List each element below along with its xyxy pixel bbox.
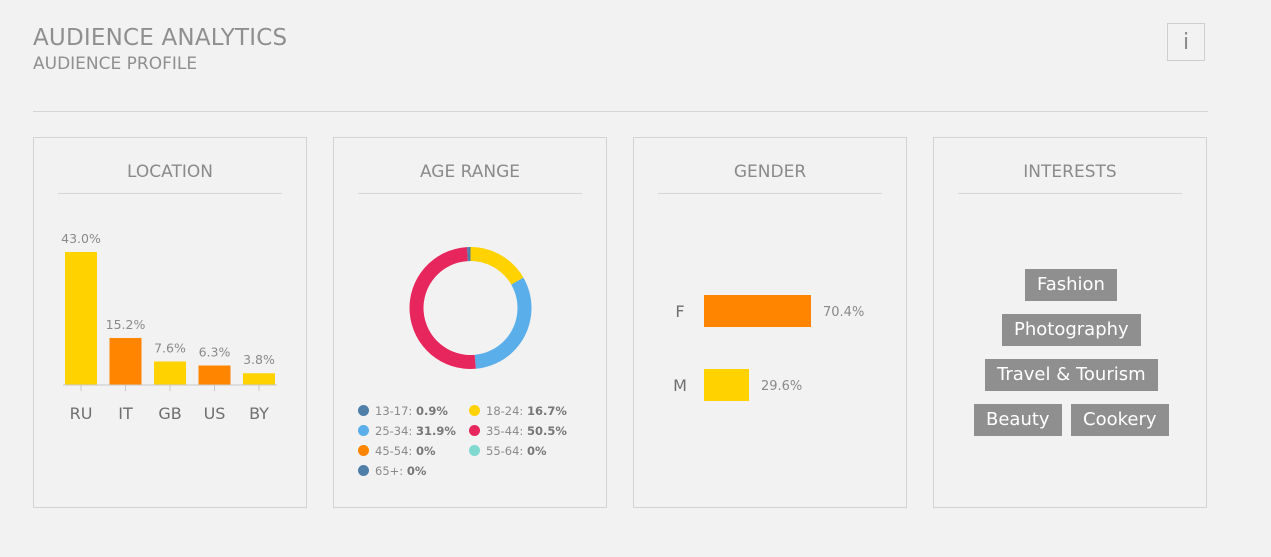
age-legend-label: 65+ — [375, 464, 400, 478]
age-legend-value: 16.7% — [526, 404, 567, 418]
location-value-label: 6.3% — [199, 345, 231, 360]
location-bar-it — [109, 337, 142, 385]
age-legend-label: 35-44 — [486, 424, 520, 438]
page-title: AUDIENCE ANALYTICS — [33, 25, 288, 51]
age-legend-label: 55-64 — [486, 444, 520, 458]
location-category-label: US — [204, 404, 226, 423]
location-panel-title: LOCATION — [58, 162, 282, 194]
interests-panel-title: INTERESTS — [958, 162, 1182, 194]
age-legend-value: 0% — [415, 444, 436, 458]
age-legend-item: 35-44: 50.5% — [469, 424, 567, 438]
age-legend-item: 65+: 0% — [358, 464, 426, 478]
age-legend-separator: : — [408, 424, 416, 438]
age-slice-13-17 — [467, 247, 471, 262]
interest-tag[interactable]: Beauty — [974, 404, 1062, 436]
age-legend-separator: : — [408, 404, 416, 418]
location-value-label: 3.8% — [243, 352, 275, 367]
legend-dot-icon — [358, 425, 369, 436]
age-legend-value: 0% — [406, 464, 427, 478]
location-category-label: GB — [158, 404, 181, 423]
gender-bar-m — [704, 369, 749, 401]
age-legend-separator: : — [519, 424, 527, 438]
gender-category-label: F — [675, 302, 684, 321]
location-value-label: 43.0% — [61, 231, 101, 246]
info-button[interactable]: i — [1167, 23, 1205, 61]
legend-dot-icon — [358, 445, 369, 456]
interest-tag[interactable]: Cookery — [1071, 404, 1169, 436]
gender-panel-title: GENDER — [658, 162, 882, 194]
age-legend-item: 55-64: 0% — [469, 444, 546, 458]
age-legend-separator: : — [408, 444, 416, 458]
age-range-panel-title: AGE RANGE — [358, 162, 582, 194]
legend-dot-icon — [469, 405, 480, 416]
age-legend-separator: : — [519, 444, 527, 458]
age-legend-value: 0% — [526, 444, 547, 458]
interest-tag[interactable]: Fashion — [1025, 269, 1117, 301]
location-bar-ru — [65, 252, 97, 385]
location-panel: LOCATION 43.0% RU 15.2% IT 7.6% GB 6.3% US 3.8% B… — [33, 137, 307, 508]
age-legend-value: 0.9% — [415, 404, 448, 418]
interests-panel: INTERESTS Fashion Photography Travel & Tou… — [933, 137, 1207, 508]
age-legend-label: 18-24 — [486, 404, 520, 418]
legend-dot-icon — [358, 405, 369, 416]
location-category-label: BY — [249, 404, 269, 423]
gender-category-label: M — [673, 376, 687, 395]
age-legend-separator: : — [519, 404, 527, 418]
legend-dot-icon — [469, 445, 480, 456]
age-legend-item: 13-17: 0.9% — [358, 404, 448, 418]
gender-panel: GENDER F 70.4% M 29.6% — [633, 137, 907, 508]
location-bar-by — [243, 373, 275, 385]
age-legend-item: 18-24: 16.7% — [469, 404, 567, 418]
gender-bar-chart: F 70.4% M 29.6% — [673, 295, 864, 401]
age-range-donut-chart — [409, 247, 532, 369]
legend-dot-icon — [469, 425, 480, 436]
age-legend-item: 25-34: 31.9% — [358, 424, 456, 438]
age-legend-label: 25-34 — [375, 424, 409, 438]
age-legend-value: 50.5% — [526, 424, 567, 438]
age-range-panel: AGE RANGE 13-17: 0.9% 18-24: 16.7% 25-34: … — [333, 137, 607, 508]
location-bar-us — [198, 365, 231, 385]
age-legend-value: 31.9% — [415, 424, 456, 438]
age-legend-separator: : — [399, 464, 407, 478]
interest-tag[interactable]: Travel & Tourism — [985, 359, 1158, 391]
age-slice-25-34 — [474, 277, 532, 369]
location-bar-chart: 43.0% RU 15.2% IT 7.6% GB 6.3% US 3.8% BY — [61, 231, 277, 423]
location-category-label: RU — [70, 404, 93, 423]
age-legend-label: 45-54 — [375, 444, 409, 458]
gender-bar-f — [704, 295, 811, 327]
location-bar-gb — [154, 361, 186, 385]
location-category-label: IT — [118, 404, 133, 423]
gender-value-label: 29.6% — [761, 379, 802, 394]
header-divider — [33, 111, 1208, 112]
age-slice-18-24 — [470, 247, 524, 285]
age-legend-item: 45-54: 0% — [358, 444, 435, 458]
age-legend-label: 13-17 — [375, 404, 409, 418]
location-value-label: 7.6% — [154, 340, 186, 355]
interest-tag[interactable]: Photography — [1002, 314, 1141, 346]
page-subtitle: AUDIENCE PROFILE — [33, 54, 198, 74]
legend-dot-icon — [358, 465, 369, 476]
location-value-label: 15.2% — [106, 317, 146, 332]
age-slice-35-44 — [409, 247, 476, 369]
gender-value-label: 70.4% — [823, 305, 864, 320]
